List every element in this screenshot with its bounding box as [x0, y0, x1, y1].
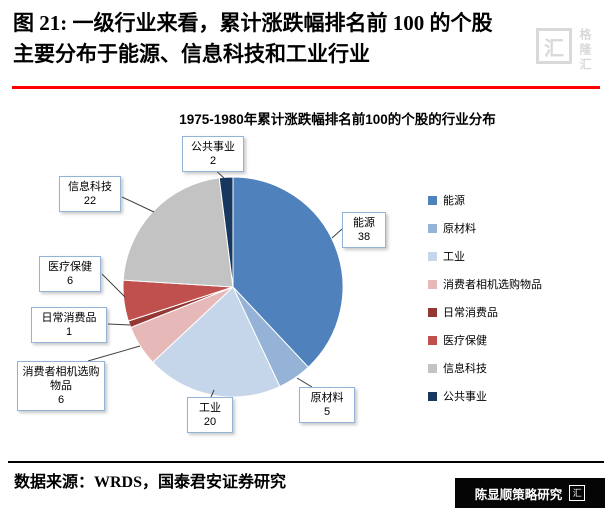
gelonghui-watermark-text: 格隆汇	[578, 28, 592, 73]
callout-label: 医疗保健	[48, 261, 92, 273]
legend-swatch	[428, 251, 437, 261]
callout-materials: 原材料 5	[299, 387, 355, 423]
pie-chart	[118, 172, 348, 402]
callout-label: 能源	[353, 217, 375, 229]
pie-slice-6	[122, 177, 234, 288]
legend-item-info-tech: 信息科技	[428, 360, 542, 376]
callout-industrials: 工业 20	[187, 397, 233, 433]
legend-item-health-care: 医疗保健	[428, 332, 542, 348]
legend-item-industrials: 工业	[428, 248, 542, 264]
figure-title-line1: 图 21: 一级行业来看，累计涨跌幅排名前 100 的个股	[13, 11, 493, 35]
callout-label: 工业	[199, 402, 221, 414]
legend-swatch	[428, 279, 437, 289]
callout-label: 信息科技	[68, 181, 112, 193]
legend-label: 能源	[443, 195, 465, 207]
watermark-account-name: 陈显顺策略研究	[474, 487, 563, 502]
footer-divider-line	[8, 461, 604, 463]
callout-label: 日常消费品	[41, 312, 97, 324]
gelonghui-watermark: 汇 格隆汇	[536, 28, 594, 73]
figure-title-line2: 主要分布于能源、信息科技和工业行业	[13, 42, 370, 66]
figure-title: 图 21: 一级行业来看，累计涨跌幅排名前 100 的个股 主要分布于能源、信息…	[13, 8, 595, 70]
callout-label: 原材料	[310, 392, 344, 404]
pie-chart-svg	[122, 176, 344, 398]
callout-value: 2	[209, 155, 217, 167]
legend-label: 信息科技	[443, 363, 487, 375]
legend-label: 原材料	[443, 223, 476, 235]
callout-label: 消费者相机选购物品	[22, 366, 100, 392]
callout-label: 公共事业	[191, 141, 235, 153]
gelonghui-logo-glyph: 汇	[544, 37, 564, 60]
callout-health-care: 医疗保健 6	[39, 256, 101, 292]
bottom-watermark: 陈显顺策略研究 汇	[455, 478, 605, 508]
callout-value: 22	[83, 195, 97, 207]
callout-value: 1	[65, 326, 73, 338]
legend-label: 日常消费品	[443, 307, 498, 319]
legend-swatch	[428, 391, 437, 401]
legend-label: 公共事业	[443, 391, 487, 403]
chart-title: 1975-1980年累计涨跌幅排名前100的个股的行业分布	[179, 112, 496, 127]
legend-label: 消费者相机选购物品	[443, 279, 542, 291]
gelonghui-logo-icon-small: 汇	[569, 485, 586, 501]
callout-value: 38	[357, 231, 371, 243]
title-underline	[12, 86, 600, 89]
legend-swatch	[428, 363, 437, 373]
callout-value: 6	[66, 275, 74, 287]
callout-utilities: 公共事业 2	[182, 136, 244, 172]
legend-item-materials: 原材料	[428, 220, 542, 236]
legend-label: 医疗保健	[443, 335, 487, 347]
callout-value: 5	[323, 406, 331, 418]
legend-swatch	[428, 307, 437, 317]
pie-slice-0	[232, 176, 344, 368]
legend-item-utilities: 公共事业	[428, 388, 542, 404]
callout-consumer-discretionary: 消费者相机选购物品 6	[17, 361, 105, 411]
callout-energy: 能源 38	[342, 212, 386, 248]
data-source-note: 数据来源：WRDS，国泰君安证券研究	[14, 474, 287, 491]
legend-swatch	[428, 223, 437, 233]
callout-consumer-staples: 日常消费品 1	[31, 307, 107, 343]
legend-item-consumer-staples: 日常消费品	[428, 304, 542, 320]
legend-item-consumer-discretionary: 消费者相机选购物品	[428, 276, 542, 292]
legend-swatch	[428, 335, 437, 345]
gelonghui-logo-glyph: 汇	[572, 487, 582, 498]
legend-label: 工业	[443, 251, 465, 263]
callout-value: 6	[57, 394, 65, 406]
callout-value: 20	[203, 416, 217, 428]
gelonghui-logo-icon: 汇	[536, 28, 572, 64]
legend-item-energy: 能源	[428, 192, 542, 208]
legend: 能源 原材料 工业 消费者相机选购物品 日常消费品 医疗保健 信息科技 公共事	[428, 192, 542, 416]
callout-info-tech: 信息科技 22	[59, 176, 121, 212]
legend-swatch	[428, 195, 437, 205]
